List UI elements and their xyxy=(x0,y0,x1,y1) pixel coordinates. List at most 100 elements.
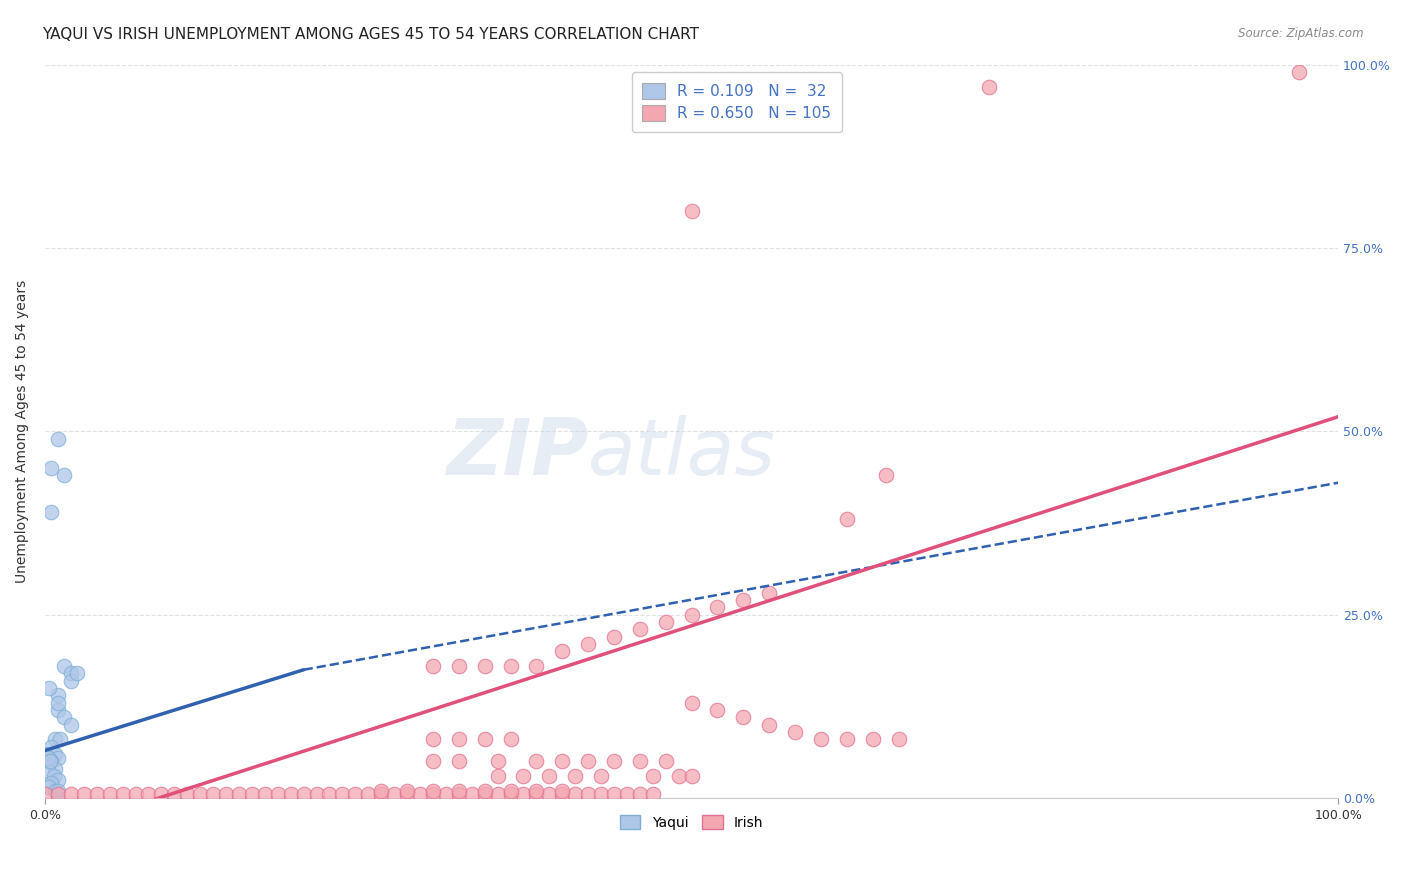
Point xyxy=(733,593,755,607)
Point xyxy=(53,659,76,673)
Point xyxy=(628,755,651,769)
Point xyxy=(59,718,82,732)
Point xyxy=(38,780,60,794)
Point xyxy=(681,607,703,622)
Point xyxy=(53,468,76,483)
Point xyxy=(202,788,225,802)
Point xyxy=(499,659,522,673)
Text: atlas: atlas xyxy=(588,416,776,491)
Point xyxy=(499,784,522,798)
Point xyxy=(357,788,380,802)
Point xyxy=(228,788,250,802)
Point xyxy=(603,755,626,769)
Point xyxy=(862,732,884,747)
Point xyxy=(486,788,509,802)
Point xyxy=(706,600,728,615)
Point xyxy=(422,659,444,673)
Point xyxy=(783,725,806,739)
Point xyxy=(576,637,599,651)
Point xyxy=(49,732,72,747)
Point xyxy=(616,788,638,802)
Point xyxy=(486,769,509,783)
Legend: Yaqui, Irish: Yaqui, Irish xyxy=(614,809,769,835)
Point xyxy=(1288,65,1310,79)
Point xyxy=(46,432,69,446)
Point xyxy=(111,788,134,802)
Point xyxy=(551,644,574,658)
Point xyxy=(641,788,664,802)
Point xyxy=(538,769,561,783)
Point xyxy=(37,755,59,769)
Point xyxy=(681,204,703,219)
Point xyxy=(474,784,496,798)
Text: YAQUI VS IRISH UNEMPLOYMENT AMONG AGES 45 TO 54 YEARS CORRELATION CHART: YAQUI VS IRISH UNEMPLOYMENT AMONG AGES 4… xyxy=(42,27,699,42)
Point xyxy=(564,788,586,802)
Point xyxy=(422,732,444,747)
Point xyxy=(44,762,66,776)
Point xyxy=(681,696,703,710)
Point xyxy=(526,755,548,769)
Point xyxy=(215,788,238,802)
Point xyxy=(66,666,89,681)
Point xyxy=(538,788,561,802)
Text: ZIP: ZIP xyxy=(446,416,588,491)
Point xyxy=(59,666,82,681)
Point xyxy=(332,788,354,802)
Point xyxy=(591,788,613,802)
Point xyxy=(835,512,858,526)
Point xyxy=(280,788,302,802)
Point xyxy=(526,784,548,798)
Point xyxy=(41,755,63,769)
Point xyxy=(370,788,392,802)
Point xyxy=(59,673,82,688)
Point xyxy=(603,788,626,802)
Point xyxy=(267,788,290,802)
Point xyxy=(253,788,276,802)
Point xyxy=(461,788,484,802)
Point xyxy=(46,788,69,802)
Point xyxy=(41,776,63,790)
Point xyxy=(603,630,626,644)
Point xyxy=(447,788,470,802)
Point xyxy=(655,615,678,629)
Point xyxy=(44,784,66,798)
Point xyxy=(447,659,470,673)
Point xyxy=(655,755,678,769)
Point xyxy=(34,747,56,761)
Point xyxy=(176,788,198,802)
Point xyxy=(447,732,470,747)
Point xyxy=(526,788,548,802)
Point xyxy=(499,732,522,747)
Point xyxy=(382,788,405,802)
Point xyxy=(292,788,315,802)
Point xyxy=(46,703,69,717)
Point xyxy=(98,788,121,802)
Y-axis label: Unemployment Among Ages 45 to 54 years: Unemployment Among Ages 45 to 54 years xyxy=(15,280,30,583)
Point xyxy=(53,710,76,724)
Point xyxy=(150,788,173,802)
Point xyxy=(474,732,496,747)
Point xyxy=(551,784,574,798)
Point xyxy=(44,747,66,761)
Point xyxy=(641,769,664,783)
Point xyxy=(124,788,146,802)
Point xyxy=(422,788,444,802)
Point xyxy=(474,659,496,673)
Point xyxy=(240,788,263,802)
Point xyxy=(44,732,66,747)
Point xyxy=(499,788,522,802)
Point xyxy=(37,751,59,765)
Point xyxy=(526,659,548,673)
Point xyxy=(512,769,534,783)
Point xyxy=(434,788,457,802)
Point xyxy=(551,788,574,802)
Point xyxy=(73,788,96,802)
Point xyxy=(59,788,82,802)
Point xyxy=(188,788,211,802)
Point xyxy=(628,788,651,802)
Point xyxy=(41,505,63,519)
Point xyxy=(447,755,470,769)
Point xyxy=(875,468,897,483)
Point xyxy=(318,788,340,802)
Point xyxy=(396,788,419,802)
